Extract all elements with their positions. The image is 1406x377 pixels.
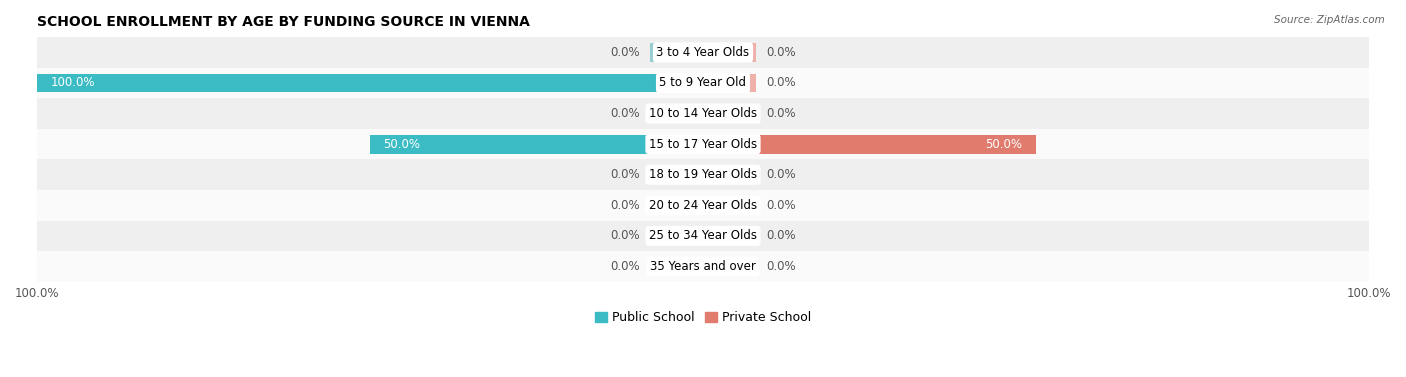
Text: 0.0%: 0.0% bbox=[766, 107, 796, 120]
Bar bbox=[37, 37, 1369, 68]
Text: 100.0%: 100.0% bbox=[51, 77, 96, 89]
Legend: Public School, Private School: Public School, Private School bbox=[589, 307, 817, 329]
Text: 50.0%: 50.0% bbox=[986, 138, 1022, 151]
Bar bbox=[703, 257, 756, 276]
Bar bbox=[37, 251, 1369, 282]
Bar bbox=[650, 43, 703, 62]
Text: 25 to 34 Year Olds: 25 to 34 Year Olds bbox=[650, 229, 756, 242]
Text: 0.0%: 0.0% bbox=[610, 199, 640, 212]
Bar bbox=[37, 129, 1369, 159]
Text: SCHOOL ENROLLMENT BY AGE BY FUNDING SOURCE IN VIENNA: SCHOOL ENROLLMENT BY AGE BY FUNDING SOUR… bbox=[37, 15, 530, 29]
Bar bbox=[37, 190, 1369, 221]
Text: 0.0%: 0.0% bbox=[610, 260, 640, 273]
Bar bbox=[703, 74, 756, 92]
Text: 10 to 14 Year Olds: 10 to 14 Year Olds bbox=[650, 107, 756, 120]
Bar bbox=[37, 159, 1369, 190]
Text: 18 to 19 Year Olds: 18 to 19 Year Olds bbox=[650, 168, 756, 181]
Text: 0.0%: 0.0% bbox=[766, 199, 796, 212]
Text: 0.0%: 0.0% bbox=[610, 168, 640, 181]
Bar bbox=[650, 227, 703, 245]
Bar bbox=[703, 227, 756, 245]
Bar bbox=[703, 43, 756, 62]
Text: 0.0%: 0.0% bbox=[766, 77, 796, 89]
Bar bbox=[37, 68, 1369, 98]
Bar bbox=[650, 257, 703, 276]
Text: 0.0%: 0.0% bbox=[766, 229, 796, 242]
Text: 5 to 9 Year Old: 5 to 9 Year Old bbox=[659, 77, 747, 89]
Text: 0.0%: 0.0% bbox=[610, 107, 640, 120]
Text: 20 to 24 Year Olds: 20 to 24 Year Olds bbox=[650, 199, 756, 212]
Text: 15 to 17 Year Olds: 15 to 17 Year Olds bbox=[650, 138, 756, 151]
Text: Source: ZipAtlas.com: Source: ZipAtlas.com bbox=[1274, 15, 1385, 25]
Bar bbox=[650, 196, 703, 215]
Text: 0.0%: 0.0% bbox=[610, 46, 640, 59]
Text: 3 to 4 Year Olds: 3 to 4 Year Olds bbox=[657, 46, 749, 59]
Text: 0.0%: 0.0% bbox=[766, 46, 796, 59]
Text: 50.0%: 50.0% bbox=[384, 138, 420, 151]
Text: 0.0%: 0.0% bbox=[766, 260, 796, 273]
Bar bbox=[37, 221, 1369, 251]
Bar bbox=[703, 135, 1036, 154]
Bar bbox=[37, 98, 1369, 129]
Bar bbox=[650, 104, 703, 123]
Text: 35 Years and over: 35 Years and over bbox=[650, 260, 756, 273]
Bar bbox=[370, 135, 703, 154]
Text: 0.0%: 0.0% bbox=[766, 168, 796, 181]
Text: 0.0%: 0.0% bbox=[610, 229, 640, 242]
Bar bbox=[703, 196, 756, 215]
Bar bbox=[703, 165, 756, 184]
Bar bbox=[703, 104, 756, 123]
Bar bbox=[37, 74, 703, 92]
Bar bbox=[650, 165, 703, 184]
